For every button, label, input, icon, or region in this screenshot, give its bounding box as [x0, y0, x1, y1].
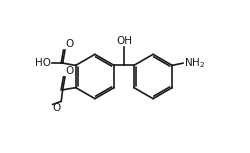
Text: O: O [66, 66, 74, 76]
Text: OH: OH [116, 35, 132, 46]
Text: HO: HO [35, 58, 51, 68]
Text: O: O [66, 39, 74, 49]
Text: NH$_2$: NH$_2$ [183, 56, 204, 70]
Text: O: O [52, 103, 60, 113]
